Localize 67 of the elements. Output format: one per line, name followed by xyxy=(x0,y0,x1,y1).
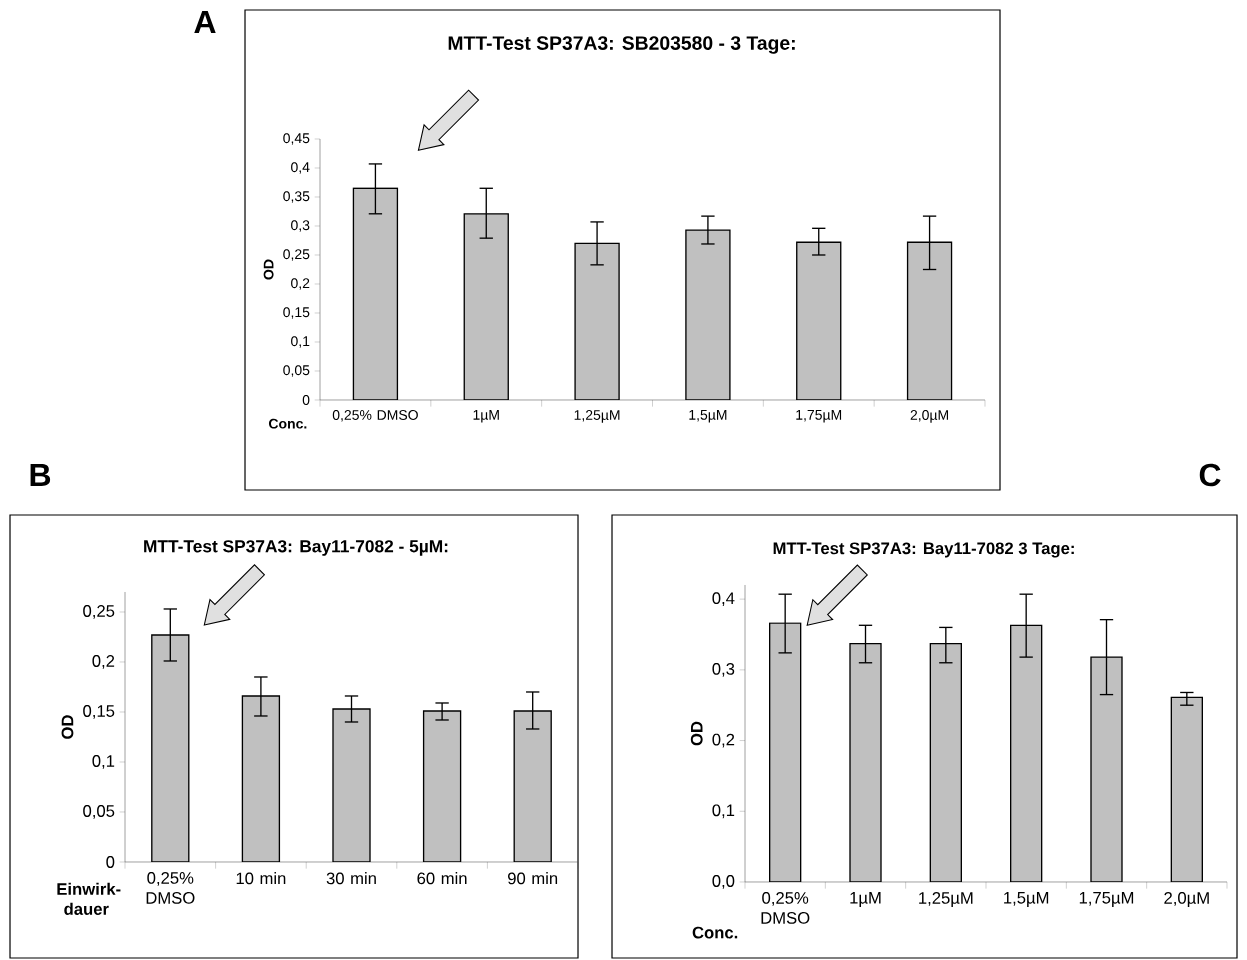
chart-title: MTT-Test SP37A3: Bay11-7082 - 5µM: xyxy=(144,540,448,556)
bar xyxy=(422,710,462,862)
y-axis-title: OD xyxy=(690,721,703,746)
x-tick-label: 30 min xyxy=(326,872,376,885)
bar xyxy=(849,643,882,882)
y-axis-title: OD xyxy=(263,259,274,280)
x-tick-label: 2,0µM xyxy=(1164,892,1209,908)
text: B xyxy=(30,463,51,486)
bar xyxy=(1090,656,1123,882)
bar xyxy=(513,710,552,862)
y-tick-label: 0,25 xyxy=(83,605,115,619)
y-tick-label: 0,3 xyxy=(712,662,735,677)
y-tick-label: 0,2 xyxy=(712,733,735,748)
y-tick-label: 0,15 xyxy=(83,705,115,719)
bar xyxy=(352,187,399,400)
x-tick-label: 1,75µM xyxy=(1079,892,1134,907)
y-tick-label: 0,45 xyxy=(283,133,310,145)
y-tick-label: 0,3 xyxy=(291,220,310,232)
y-tick-label: 0,05 xyxy=(283,365,310,377)
bar xyxy=(1010,624,1043,882)
x-axis-title: Conc. xyxy=(268,418,307,429)
y-tick-label: 0 xyxy=(106,856,115,868)
x-tick-label: 2,0µM xyxy=(910,410,948,423)
x-tick-label: 60 min xyxy=(417,872,467,885)
bar xyxy=(463,213,509,400)
bar xyxy=(769,622,802,882)
x-tick-label: 1,25µM xyxy=(574,410,620,423)
x-tick-label: 90 min xyxy=(508,872,558,885)
bar xyxy=(574,242,620,400)
y-tick-label: 0,0 xyxy=(712,875,735,889)
x-tick-label: 1,5µM xyxy=(689,410,727,423)
y-tick-label: 0,1 xyxy=(712,804,735,819)
text: A xyxy=(194,10,216,33)
y-tick-label: 0,1 xyxy=(92,755,115,769)
chart-title: MTT-Test SP37A3: SB203580 - 3 Tage: xyxy=(448,36,795,54)
bar xyxy=(332,708,371,862)
x-tick-label: 10 min xyxy=(236,872,286,885)
x-axis-title: Einwirk-dauer xyxy=(57,882,121,915)
y-axis-title: OD xyxy=(61,715,74,739)
bar xyxy=(906,241,953,400)
bar xyxy=(929,643,962,882)
x-tick-label: 1,25µM xyxy=(919,892,973,908)
x-axis-title: Conc. xyxy=(692,926,738,939)
text: C xyxy=(1199,463,1221,487)
y-tick-label: 0,15 xyxy=(283,307,310,319)
x-tick-label: 1,75µM xyxy=(796,410,842,423)
bar xyxy=(241,695,281,862)
y-tick-label: 0,25 xyxy=(283,249,310,261)
y-tick-label: 0,1 xyxy=(291,336,310,348)
x-tick-label: 1µM xyxy=(473,410,499,423)
y-tick-label: 0,2 xyxy=(92,655,115,669)
x-tick-label: 1µM xyxy=(850,892,881,907)
bar xyxy=(1170,696,1203,882)
chart-title: MTT-Test SP37A3: Bay11-7082 3 Tage: xyxy=(773,542,1074,558)
y-tick-label: 0,2 xyxy=(291,278,310,290)
x-tick-label: 0,25% DMSO xyxy=(761,892,810,924)
bar xyxy=(151,634,190,862)
y-tick-label: 0,35 xyxy=(283,191,310,203)
y-tick-label: 0 xyxy=(302,395,310,405)
bar xyxy=(796,241,842,400)
x-tick-label: 1,5µM xyxy=(1004,892,1049,907)
y-tick-label: 0,4 xyxy=(712,592,735,607)
x-tick-label: 0,25% DMSO xyxy=(332,410,418,422)
y-tick-label: 0,4 xyxy=(291,162,310,174)
bar xyxy=(685,229,731,400)
y-tick-label: 0,05 xyxy=(83,805,115,819)
x-tick-label: 0,25% DMSO xyxy=(146,872,195,904)
